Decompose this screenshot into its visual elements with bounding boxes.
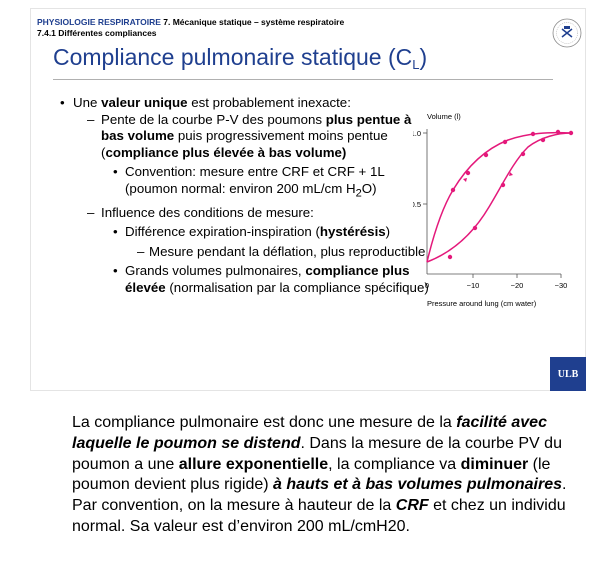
explanation-paragraph: La compliance pulmonaire est donc une me… (72, 414, 567, 535)
title-divider (53, 79, 553, 80)
inflation-curve (426, 132, 572, 263)
x-tick-10: −10 (467, 281, 480, 290)
university-seal-icon (552, 18, 582, 48)
title-main: Compliance pulmonaire statique (C (53, 44, 413, 70)
bullet-convention: • Convention: mesure entre CRF et CRF + 1… (113, 164, 385, 200)
title-subscript: L (412, 57, 420, 72)
slide-title: Compliance pulmonaire statique (CL) (53, 44, 427, 72)
curve-points (447, 129, 574, 260)
slide-header: PHYSIOLOGIE RESPIRATOIRE 7. Mécanique st… (31, 9, 585, 80)
y-tick-1: 1.0 (413, 129, 421, 138)
deflation-curve (426, 131, 572, 263)
slide: PHYSIOLOGIE RESPIRATOIRE 7. Mécanique st… (30, 8, 586, 391)
bullet-pv-slope: – Pente de la courbe P-V des poumons plus… (87, 111, 412, 160)
bullet-conditions: – Influence des conditions de mesure: (87, 204, 314, 220)
bullet-hysteresis: • Différence expiration-inspiration (hyst… (113, 224, 391, 240)
x-tick-0: 0 (425, 281, 429, 290)
course-line: PHYSIOLOGIE RESPIRATOIRE 7. Mécanique st… (37, 17, 344, 27)
bullet-large-volumes: • Grands volumes pulmonaires, compliance … (113, 263, 429, 295)
x-tick-30: −30 (555, 281, 568, 290)
title-close: ) (419, 44, 428, 70)
bullet-deflation: – Mesure pendant la déflation, plus repro… (137, 243, 426, 259)
section-label: 7.4.1 Différentes compliances (37, 28, 157, 38)
bullet-single-value: • Une valeur unique est probablement inex… (60, 95, 351, 110)
course-dept: PHYSIOLOGIE RESPIRATOIRE (37, 17, 161, 27)
x-tick-20: −20 (511, 281, 524, 290)
course-chapter: 7. Mécanique statique – système respirat… (163, 17, 345, 27)
x-axis-label: Pressure around lung (cm water) (427, 299, 537, 308)
y-axis-label: Volume (l) (427, 112, 461, 121)
y-tick-05: 0.5 (413, 200, 421, 209)
ulb-logo: ULB (550, 357, 586, 391)
pv-curve-figure: Volume (l) 1.0 0.5 0 −10 −20 −30 Pressur… (413, 112, 574, 308)
slide-bullets: • Une valeur unique est probablement inex… (55, 95, 435, 296)
